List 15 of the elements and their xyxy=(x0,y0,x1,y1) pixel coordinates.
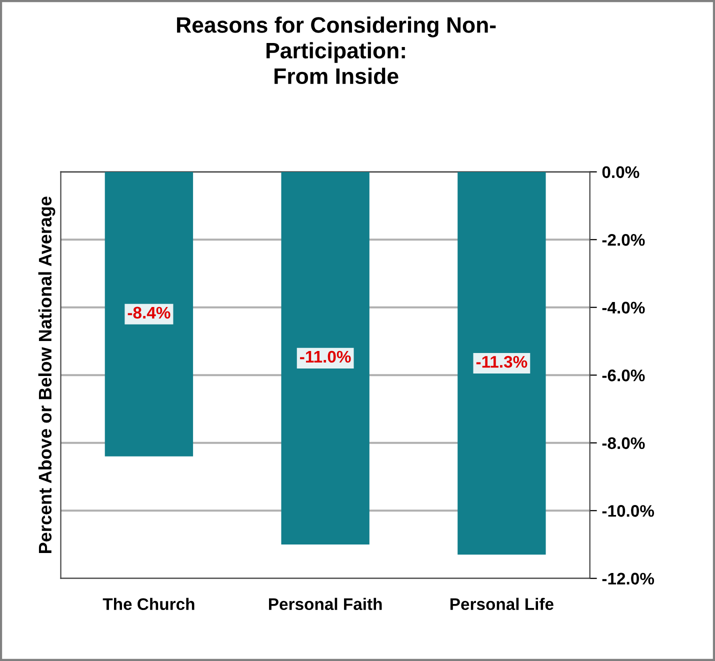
y-tick-label: -12.0% xyxy=(602,572,654,585)
y-tick-label: -4.0% xyxy=(602,302,645,314)
data-label: -11.0% xyxy=(300,350,351,363)
data-label: -11.3% xyxy=(476,356,528,368)
y-tick-label: -6.0% xyxy=(602,370,645,382)
y-axis-title: Percent Above or Below National Average xyxy=(38,196,56,553)
y-tick-label: 0.0% xyxy=(602,166,640,178)
x-tick-label: Personal Faith xyxy=(269,598,382,610)
data-label: -8.4% xyxy=(128,306,170,319)
y-tick-label: -8.0% xyxy=(602,437,645,450)
x-tick-label: Personal Life xyxy=(450,598,554,610)
y-tick-label: -2.0% xyxy=(602,234,645,246)
y-tick-label: -10.0% xyxy=(602,505,654,517)
chart-title: Reasons for Considering Non- Participation: From Inside xyxy=(177,16,496,84)
x-tick-label: The Church xyxy=(102,598,194,610)
